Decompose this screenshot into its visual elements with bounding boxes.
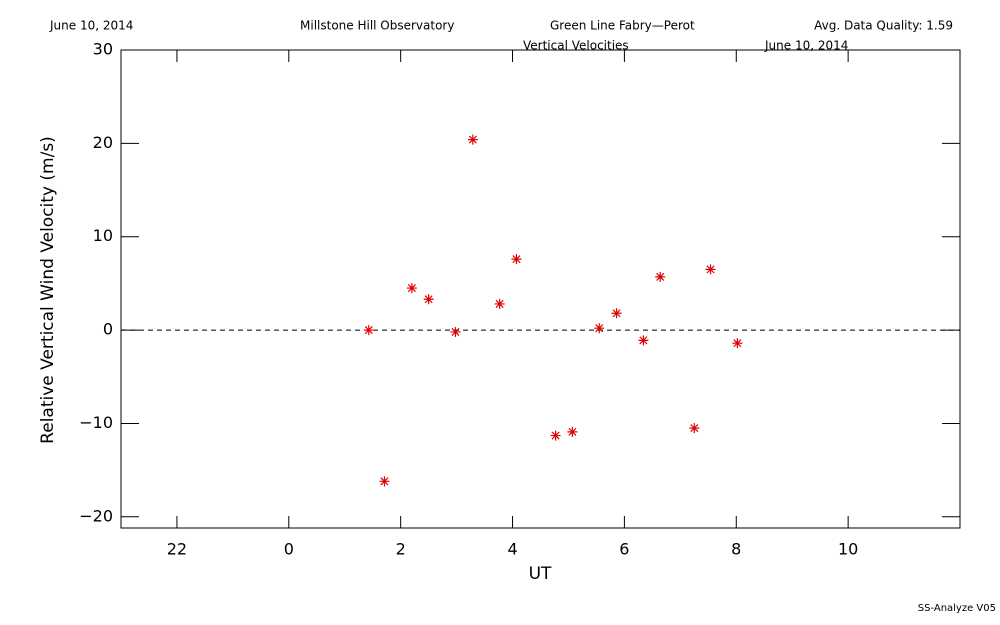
y-tick-label: 0 (103, 320, 113, 339)
footer: SS-Analyze V05 (918, 603, 996, 614)
x-tick-label: 4 (507, 540, 517, 559)
point (705, 264, 716, 275)
point (655, 271, 666, 282)
point (450, 326, 461, 337)
point (406, 283, 417, 294)
x-tick-label: 0 (284, 540, 294, 559)
y-tick-label: 30 (93, 40, 113, 59)
point (611, 308, 622, 319)
x-tick-label: 10 (838, 540, 858, 559)
plot-frame (120, 49, 961, 529)
point (732, 338, 743, 349)
point (638, 335, 649, 346)
x-tick-label: 2 (396, 540, 406, 559)
y-axis-label: Relative Vertical Wind Velocity (m/s) (38, 136, 58, 444)
chart-subtitle: June 10, 2014 (764, 39, 848, 53)
y-tick-label: −10 (79, 413, 113, 432)
header-site: Millstone Hill Observatory (300, 19, 454, 33)
point (594, 323, 605, 334)
header-quality: Avg. Data Quality: 1.59 (814, 19, 953, 33)
header-instrument: Green Line Fabry—Perot (550, 19, 695, 33)
x-tick-label: 8 (731, 540, 741, 559)
point (494, 298, 505, 309)
point (467, 134, 478, 145)
point (550, 430, 561, 441)
point (689, 423, 700, 434)
header-date: June 10, 2014 (49, 19, 133, 33)
x-tick-label: 6 (619, 540, 629, 559)
y-tick-label: 10 (93, 226, 113, 245)
point (423, 294, 434, 305)
point (363, 325, 374, 336)
point (511, 254, 522, 265)
y-tick-label: 20 (93, 133, 113, 152)
x-axis-label: UT (529, 564, 552, 584)
x-tick-label: 22 (167, 540, 187, 559)
point (567, 426, 578, 437)
point (379, 476, 390, 487)
y-tick-label: −20 (79, 506, 113, 525)
chart-title: Vertical Velocities (523, 39, 629, 53)
